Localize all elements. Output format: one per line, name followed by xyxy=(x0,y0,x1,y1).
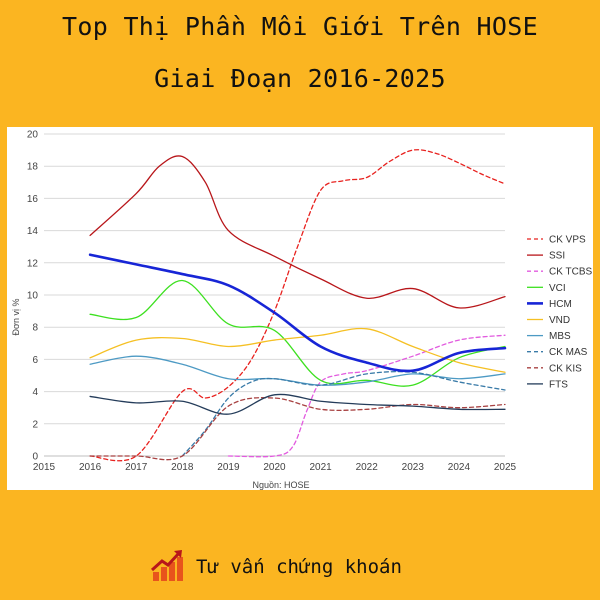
y-tick-label: 2 xyxy=(32,419,38,430)
series-line-fts xyxy=(89,393,506,415)
series-line-ck-mas xyxy=(181,370,506,457)
x-tick-label: 2024 xyxy=(448,462,471,473)
footer-label: Tư vấn chứng khoán xyxy=(196,556,402,578)
x-tick-label: 2018 xyxy=(171,462,194,473)
y-tick-label: 14 xyxy=(27,226,39,237)
legend-label-vci: VCI xyxy=(549,283,566,294)
legend-label-mbs: MBS xyxy=(549,331,571,342)
growth-chart-icon xyxy=(150,548,186,586)
series-line-vci xyxy=(89,279,506,387)
x-tick-label: 2019 xyxy=(217,462,240,473)
legend-label-ck-mas: CK MAS xyxy=(549,347,588,358)
footer: Tư vấn chứng khoán xyxy=(150,547,402,587)
y-tick-label: 4 xyxy=(32,387,38,398)
y-tick-label: 0 xyxy=(32,452,38,463)
series-line-ck-kis xyxy=(89,397,506,461)
chart-series xyxy=(88,149,507,462)
x-tick-label: 2017 xyxy=(125,462,148,473)
chart-legend: CK VPS SSI CK TCBS VCI HCM VND MBS CK MAS CK KIS… xyxy=(527,235,592,390)
chart-grid xyxy=(44,133,505,457)
x-tick-label: 2016 xyxy=(79,462,102,473)
legend-label-ck-kis: CK KIS xyxy=(549,363,582,374)
y-tick-label: 6 xyxy=(32,355,38,366)
chart-panel: 0 2 4 6 8 10 12 14 16 18 20 2015 2016 2017 2018 2019 202… xyxy=(7,127,593,490)
legend-label-ck-vps: CK VPS xyxy=(549,235,586,246)
y-tick-label: 16 xyxy=(27,194,39,205)
x-tick-label: 2021 xyxy=(309,462,332,473)
x-tick-label: 2015 xyxy=(33,462,56,473)
legend-label-hcm: HCM xyxy=(549,299,572,310)
x-tick-label: 2025 xyxy=(494,462,517,473)
x-tick-label: 2023 xyxy=(402,462,425,473)
legend-label-fts: FTS xyxy=(549,379,568,390)
y-tick-label: 8 xyxy=(32,323,38,334)
series-line-ck-tcbs xyxy=(227,334,506,458)
x-tick-label: 2022 xyxy=(356,462,379,473)
legend-label-ssi: SSI xyxy=(549,251,565,262)
line-chart: 0 2 4 6 8 10 12 14 16 18 20 2015 2016 2017 2018 2019 202… xyxy=(11,130,592,491)
series-line-vnd xyxy=(89,327,506,373)
y-tick-label: 10 xyxy=(27,291,39,302)
series-line-hcm xyxy=(88,253,507,373)
title-line-2: Giai Đoạn 2016-2025 xyxy=(154,64,446,93)
y-tick-label: 12 xyxy=(27,258,39,269)
x-tick-label: 2020 xyxy=(263,462,286,473)
y-axis-label: Đơn vị % xyxy=(11,299,21,336)
series-line-ck-vps xyxy=(89,149,506,462)
series-line-ssi xyxy=(89,155,506,309)
y-tick-label: 20 xyxy=(27,130,39,141)
source-label: Nguồn: HOSE xyxy=(252,480,309,490)
legend-label-ck-tcbs: CK TCBS xyxy=(549,267,592,278)
title-line-1: Top Thị Phần Môi Giới Trên HOSE xyxy=(62,12,538,41)
chart-axes: 0 2 4 6 8 10 12 14 16 18 20 2015 2016 2017 2018 2019 202… xyxy=(27,130,517,474)
legend-label-vnd: VND xyxy=(549,315,570,326)
y-tick-label: 18 xyxy=(27,162,39,173)
